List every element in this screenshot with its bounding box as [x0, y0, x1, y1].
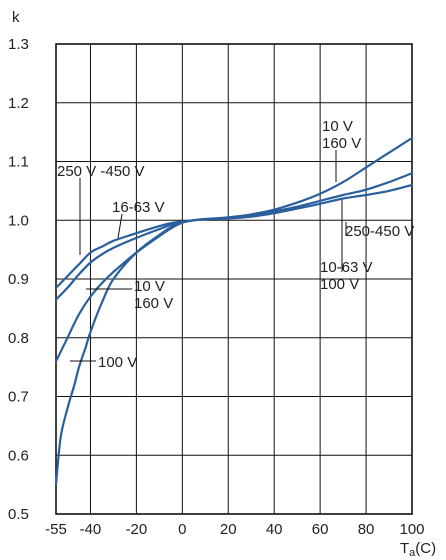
- curves: [54, 136, 414, 486]
- y-tick-labels: 0.5 0.6 0.7 0.8 0.9 1.0 1.1 1.2 1.3: [8, 36, 29, 523]
- annotation-250-450-right: 250-450 V: [345, 223, 414, 240]
- x-axis-title: Ta(C): [400, 540, 436, 559]
- y-tick-label: 1.0: [8, 212, 29, 229]
- series-line-4: [54, 218, 207, 486]
- x-tick-label: 60: [312, 521, 329, 538]
- x-tick-labels: -55 -40 -20 0 20 40 60 80 100: [45, 521, 424, 538]
- y-tick-label: 1.3: [8, 36, 29, 53]
- annotation-100v-right: 100 V: [320, 276, 359, 293]
- annotation-100v-left: 100 V: [98, 354, 137, 371]
- annotation-16-63: 16-63 V: [112, 199, 165, 216]
- annotation-10v-right: 10 V: [322, 118, 353, 135]
- y-tick-label: 0.7: [8, 389, 29, 406]
- x-tick-label: 80: [358, 521, 375, 538]
- y-tick-label: 0.5: [8, 506, 29, 523]
- y-tick-label: 1.2: [8, 95, 29, 112]
- annotation-160v-right: 160 V: [322, 135, 361, 152]
- x-axis-title-main: T: [400, 540, 409, 557]
- plot-frame: [55, 43, 413, 515]
- x-axis-title-unit: (C): [415, 540, 436, 557]
- x-tick-label: -20: [126, 521, 148, 538]
- leader-16-63: [117, 213, 123, 239]
- y-axis-title: k: [12, 9, 20, 26]
- annotation-160v-left: 160 V: [134, 295, 173, 312]
- x-tick-label: 20: [220, 521, 237, 538]
- x-tick-label: -55: [45, 521, 67, 538]
- y-tick-label: 0.9: [8, 271, 29, 288]
- annotation-10v-left: 10 V: [134, 278, 165, 295]
- y-tick-label: 1.1: [8, 154, 29, 171]
- x-axis-title-sub: a: [409, 547, 416, 559]
- x-tick-label: 100: [399, 521, 424, 538]
- annotation-250-450: 250 V -450 V: [57, 163, 145, 180]
- x-tick-label: 0: [178, 521, 186, 538]
- annotation-layer: 250 V -450 V 16-63 V 10 V 160 V 100 V 10…: [57, 118, 414, 371]
- y-tick-label: 0.8: [8, 330, 29, 347]
- x-tick-label: -40: [80, 521, 102, 538]
- y-tick-label: 0.6: [8, 447, 29, 464]
- annotation-10-63-right: 10-63 V: [320, 259, 373, 276]
- grid-layer: [56, 44, 412, 514]
- x-tick-label: 40: [266, 521, 283, 538]
